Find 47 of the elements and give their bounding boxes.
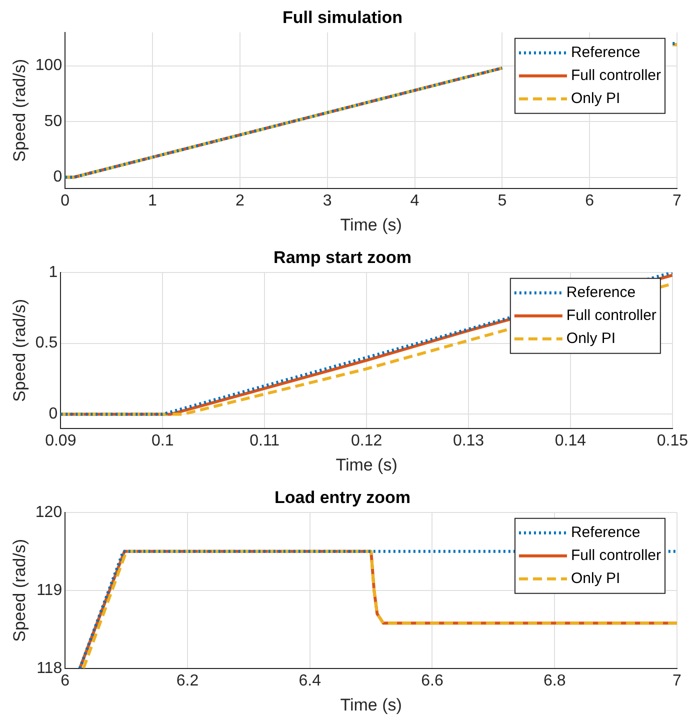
y-tick-label: 0 — [53, 168, 62, 186]
x-tick-label: 2 — [235, 192, 244, 210]
x-tick-label: 5 — [498, 192, 507, 210]
y-axis-title: Speed (rad/s) — [10, 298, 29, 402]
x-tick-label: 4 — [410, 192, 420, 210]
legend-label: Full controller — [570, 67, 662, 84]
x-tick-label: 0.11 — [250, 432, 280, 450]
x-tick-label: 6.2 — [176, 672, 199, 690]
y-tick-label: 50 — [44, 112, 62, 130]
x-tick-label: 6 — [585, 192, 594, 210]
x-tick-label: 6.6 — [421, 672, 444, 690]
x-tick-label: 6.4 — [298, 672, 322, 690]
x-tick-label: 3 — [322, 192, 332, 210]
x-tick-label: 7 — [672, 672, 682, 690]
legend-label: Only PI — [570, 570, 620, 588]
x-axis-title: Time (s) — [340, 215, 402, 234]
legend-label: Only PI — [566, 330, 616, 348]
y-tick-label: 100 — [35, 57, 62, 74]
y-tick-label: 120 — [35, 504, 62, 521]
x-axis-title: Time (s) — [336, 455, 398, 474]
legend-label: Full controller — [570, 547, 662, 564]
legend-label: Reference — [566, 284, 636, 302]
chart-title: Full simulation — [282, 8, 402, 27]
y-tick-label: 119 — [36, 582, 62, 599]
x-tick-label: 0.12 — [350, 432, 382, 450]
x-tick-label: 0.15 — [656, 432, 688, 450]
x-tick-label: 0.1 — [151, 432, 174, 450]
legend-label: Reference — [570, 524, 640, 542]
x-tick-label: 7 — [672, 192, 682, 210]
x-tick-label: 6.8 — [543, 672, 566, 690]
x-tick-label: 1 — [148, 192, 158, 210]
x-tick-label: 0.14 — [554, 432, 586, 450]
x-tick-label: 0.13 — [452, 432, 484, 450]
y-tick-label: 118 — [36, 660, 62, 677]
x-tick-label: 0.09 — [45, 432, 76, 450]
y-tick-label: 0.5 — [35, 334, 58, 352]
x-axis-title: Time (s) — [340, 695, 402, 714]
x-tick-label: 6 — [60, 672, 70, 690]
chart-title: Ramp start zoom — [274, 248, 412, 267]
y-tick-label: 0 — [48, 406, 58, 423]
legend-label: Only PI — [570, 90, 620, 108]
y-axis-title: Speed (rad/s) — [10, 58, 29, 162]
y-axis-title: Speed (rad/s) — [10, 538, 29, 642]
legend-label: Full controller — [566, 307, 656, 324]
y-tick-label: 1 — [48, 264, 58, 281]
legend-label: Reference — [570, 44, 640, 62]
chart-title: Load entry zoom — [274, 488, 411, 507]
